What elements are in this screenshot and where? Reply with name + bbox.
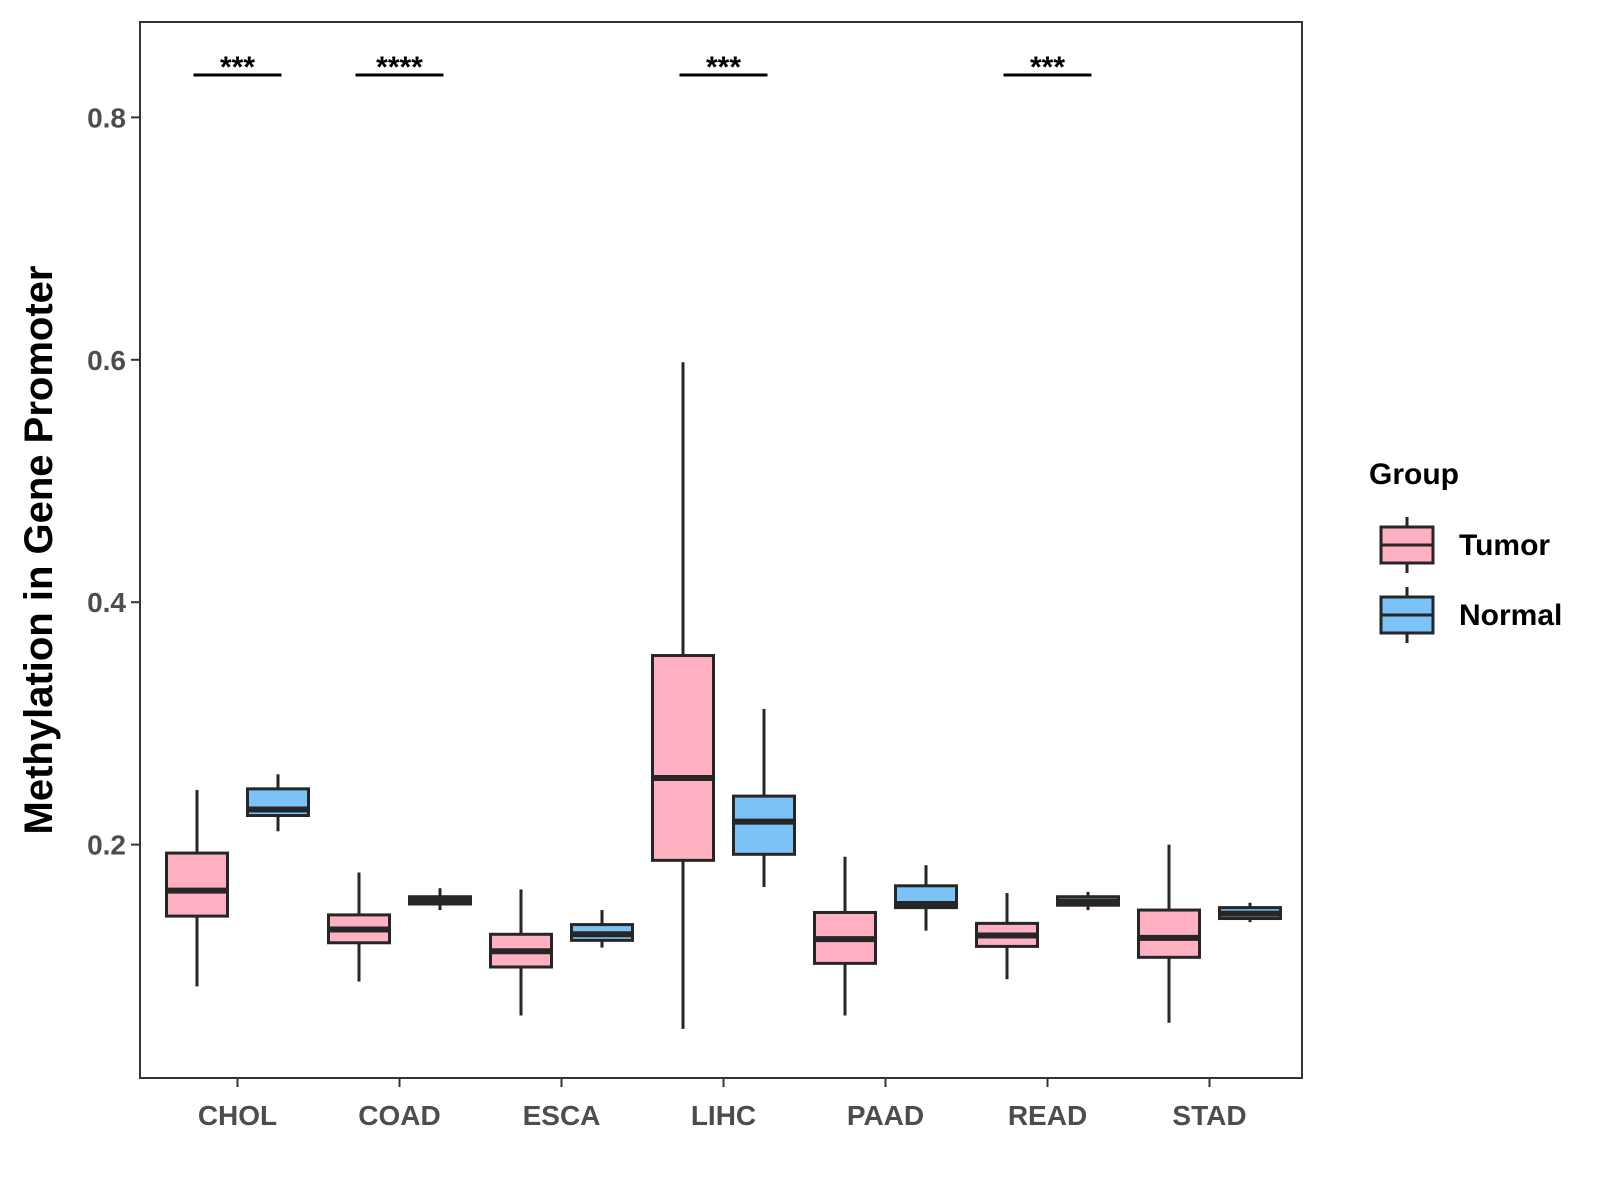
box-tumor-lihc (651, 362, 715, 1029)
legend: Group Tumor Normal (1369, 458, 1562, 643)
significance-label: **** (376, 51, 423, 84)
box-tumor-coad (327, 872, 391, 982)
x-tick-label: LIHC (691, 1100, 756, 1131)
x-axis: CHOL COAD ESCA LIHC PAAD READ STAD (198, 1078, 1247, 1131)
x-tick-label: ESCA (523, 1100, 601, 1131)
box-normal-stad (1218, 902, 1282, 923)
significance-annotations: *** **** *** *** (193, 51, 1092, 84)
legend-title: Group (1369, 458, 1459, 491)
box-tumor-stad (1137, 844, 1201, 1023)
y-tick-label: 0.8 (87, 102, 126, 133)
significance-label: *** (1030, 51, 1065, 84)
y-tick-label: 0.6 (87, 345, 126, 376)
box-normal-paad (894, 865, 958, 931)
significance-label: *** (706, 51, 741, 84)
box-normal-lihc (732, 708, 796, 888)
box-body (651, 654, 715, 862)
box-normal-coad (408, 888, 472, 911)
box-tumor-chol (165, 790, 229, 987)
box-layer (165, 362, 1282, 1029)
y-axis: 0.2 0.4 0.6 0.8 (87, 102, 140, 861)
x-tick-label: PAAD (847, 1100, 924, 1131)
box-body (732, 794, 796, 856)
box-body (1137, 908, 1201, 959)
legend-label-normal: Normal (1459, 599, 1562, 632)
x-tick-label: READ (1008, 1100, 1087, 1131)
box-tumor-paad (813, 856, 877, 1016)
box-body (165, 851, 229, 918)
y-tick-label: 0.2 (87, 830, 126, 861)
y-axis-title: Methylation in Gene Promoter (17, 266, 61, 835)
box-tumor-read (975, 893, 1039, 980)
legend-label-tumor: Tumor (1459, 529, 1550, 562)
x-tick-label: COAD (358, 1100, 440, 1131)
box-normal-esca (570, 910, 634, 948)
x-tick-label: STAD (1172, 1100, 1246, 1131)
x-tick-label: CHOL (198, 1100, 277, 1131)
y-tick-label: 0.4 (87, 587, 126, 618)
plot-panel-border (139, 21, 1303, 1079)
box-normal-read (1056, 891, 1120, 911)
box-tumor-esca (489, 889, 553, 1016)
significance-label: *** (220, 51, 255, 84)
box-normal-chol (246, 774, 310, 832)
